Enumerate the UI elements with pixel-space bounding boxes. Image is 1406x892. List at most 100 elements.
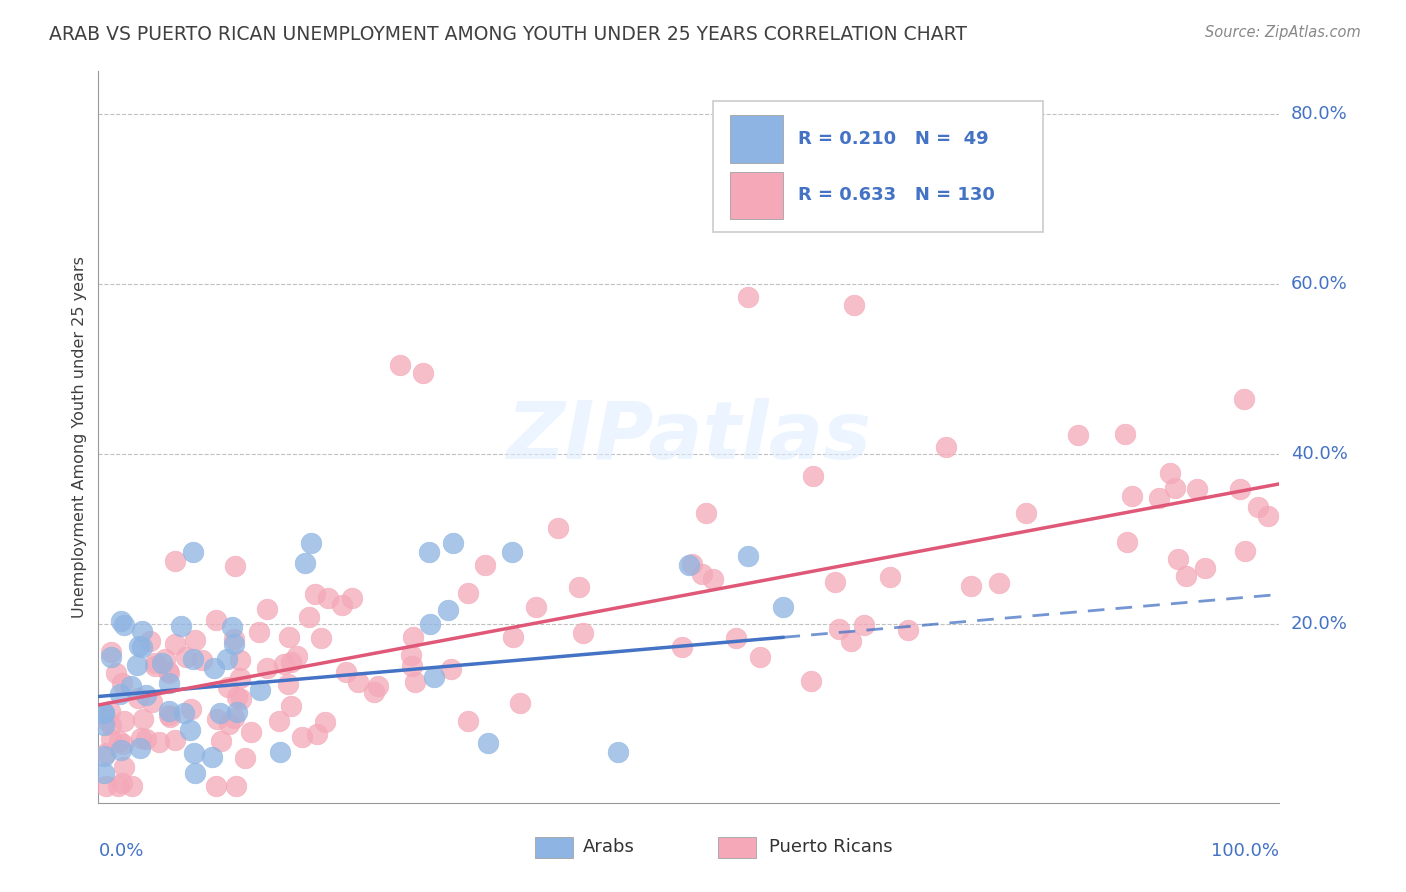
Point — [222, 711, 245, 725]
Point — [100, 717, 122, 731]
Point — [1257, 509, 1279, 524]
Point — [100, 645, 122, 659]
Point — [1247, 500, 1270, 514]
Point — [224, 632, 246, 646]
Point — [298, 609, 321, 624]
Point — [100, 649, 122, 664]
Point — [690, 567, 713, 582]
Point — [93, 749, 115, 764]
Point — [148, 735, 170, 749]
Point — [111, 676, 134, 690]
FancyBboxPatch shape — [730, 171, 783, 219]
Point — [399, 648, 422, 662]
Point — [844, 298, 866, 312]
Point — [388, 358, 411, 372]
Point — [108, 687, 131, 701]
Point — [165, 733, 187, 747]
Point — [280, 655, 302, 669]
Point — [204, 613, 226, 627]
Point — [897, 623, 920, 637]
Point — [224, 559, 246, 574]
Text: 100.0%: 100.0% — [1212, 842, 1279, 860]
Point — [441, 536, 464, 550]
Point — [474, 558, 496, 572]
Point — [457, 714, 479, 728]
Point — [702, 573, 724, 587]
Point — [143, 658, 166, 673]
Point — [93, 706, 115, 720]
Point — [141, 694, 163, 708]
Point — [1159, 466, 1181, 480]
Point — [501, 545, 523, 559]
Point — [607, 745, 630, 759]
Point — [170, 619, 193, 633]
Point — [1194, 561, 1216, 575]
Point — [681, 557, 703, 571]
Point — [224, 637, 246, 651]
Point — [131, 640, 153, 654]
Point — [309, 632, 332, 646]
Point — [1121, 489, 1143, 503]
Point — [440, 661, 463, 675]
Point — [824, 574, 846, 589]
Point — [108, 733, 131, 747]
Point — [174, 649, 197, 664]
Point — [935, 440, 957, 454]
Point — [367, 680, 389, 694]
Point — [277, 677, 299, 691]
Point — [1229, 482, 1251, 496]
Point — [1067, 428, 1090, 442]
Text: Source: ZipAtlas.com: Source: ZipAtlas.com — [1205, 25, 1361, 40]
Point — [267, 714, 290, 728]
Text: ZIPatlas: ZIPatlas — [506, 398, 872, 476]
Point — [229, 671, 252, 685]
Point — [135, 688, 157, 702]
Point — [401, 658, 423, 673]
Point — [987, 576, 1010, 591]
Point — [299, 536, 322, 550]
Point — [477, 736, 499, 750]
Point — [1147, 491, 1170, 505]
Point — [347, 675, 370, 690]
Point — [184, 766, 207, 780]
Point — [412, 366, 434, 380]
Point — [547, 521, 569, 535]
Point — [128, 639, 150, 653]
Point — [221, 620, 243, 634]
Point — [127, 691, 149, 706]
Point — [1114, 426, 1136, 441]
Point — [335, 665, 357, 680]
Point — [157, 676, 180, 690]
Point — [205, 779, 228, 793]
Point — [801, 469, 824, 483]
Point — [256, 661, 278, 675]
Point — [153, 651, 176, 665]
Point — [143, 657, 166, 671]
Point — [94, 712, 117, 726]
Text: ARAB VS PUERTO RICAN UNEMPLOYMENT AMONG YOUTH UNDER 25 YEARS CORRELATION CHART: ARAB VS PUERTO RICAN UNEMPLOYMENT AMONG … — [49, 25, 967, 44]
Point — [225, 779, 247, 793]
Point — [737, 549, 759, 563]
Point — [157, 664, 180, 678]
Point — [184, 633, 207, 648]
Text: 0.0%: 0.0% — [98, 842, 143, 860]
Point — [111, 737, 134, 751]
Point — [163, 637, 186, 651]
Point — [853, 618, 876, 632]
Point — [280, 698, 302, 713]
Point — [120, 679, 142, 693]
Point — [879, 187, 901, 202]
Point — [233, 751, 256, 765]
Point — [568, 580, 591, 594]
Point — [524, 600, 547, 615]
Point — [209, 734, 232, 748]
Point — [314, 714, 336, 729]
Point — [125, 657, 148, 672]
Point — [201, 750, 224, 764]
Point — [340, 591, 363, 606]
Point — [277, 630, 299, 644]
Point — [104, 665, 127, 680]
Point — [121, 779, 143, 793]
Point — [316, 591, 339, 606]
Point — [1015, 506, 1038, 520]
